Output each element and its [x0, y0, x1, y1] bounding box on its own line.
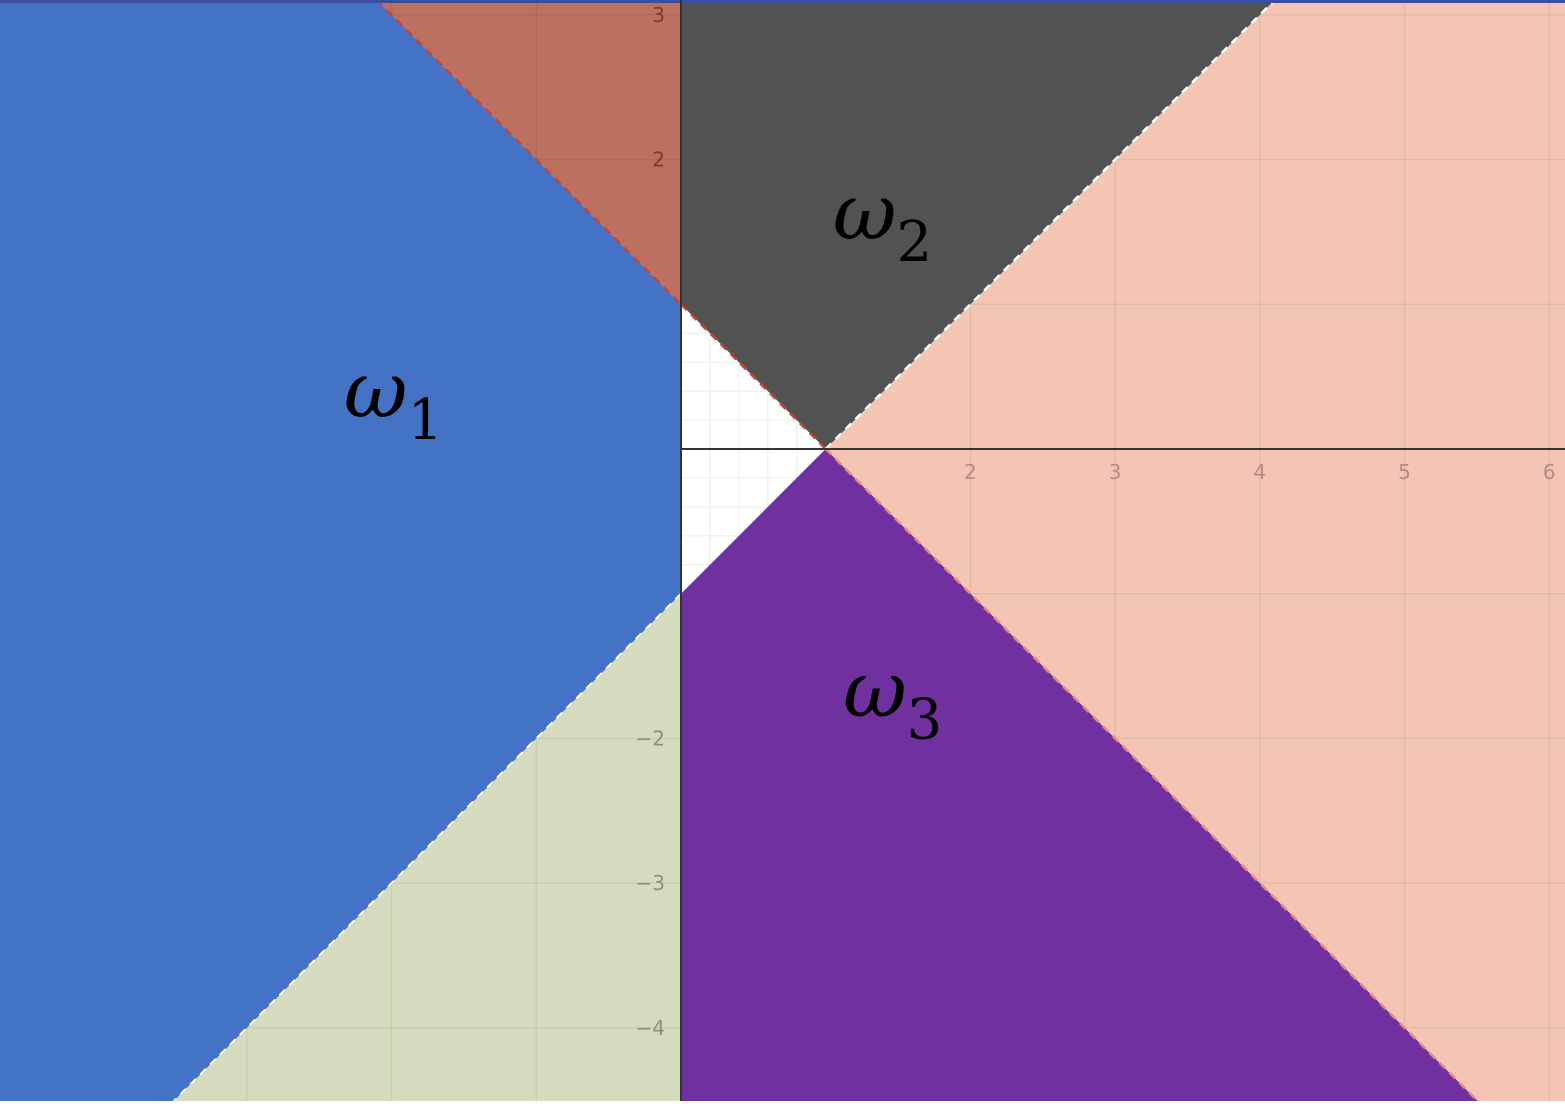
- boundary-line: [824, 0, 1276, 450]
- boundary-line: [172, 592, 682, 1102]
- y-tick-label: −4: [636, 1016, 665, 1040]
- omega3-region: [681, 449, 1478, 1101]
- omega3-subscript: 3: [907, 688, 943, 753]
- upper-left-shade: [0, 0, 681, 305]
- y-tick-label: −2: [636, 726, 665, 750]
- x-tick-label: 2: [964, 460, 977, 484]
- omega1-region: [0, 0, 681, 1101]
- y-tick-label: 3: [652, 3, 665, 27]
- omega-regions: [0, 0, 1478, 1101]
- x-tick-label: 6: [1543, 460, 1556, 484]
- tick-labels: 2 3 4 5 6 3 2 −2 −3 −4: [636, 3, 1556, 1040]
- boundary-line: [375, 0, 682, 306]
- x-tick-label: 5: [1398, 460, 1411, 484]
- omega2-region: [681, 0, 1275, 449]
- right-shade: [825, 0, 1565, 1101]
- x-tick-label: 3: [1109, 460, 1122, 484]
- axes: [680, 0, 1565, 1101]
- omega1-label: ω1: [344, 346, 443, 453]
- y-tick-label: 2: [652, 148, 665, 172]
- x-tick-label: 4: [1253, 460, 1266, 484]
- omega1-subscript: 1: [407, 388, 443, 453]
- boundary-line: [680, 303, 827, 450]
- omega2-subscript: 2: [897, 210, 933, 275]
- y-tick-label: −3: [636, 871, 665, 895]
